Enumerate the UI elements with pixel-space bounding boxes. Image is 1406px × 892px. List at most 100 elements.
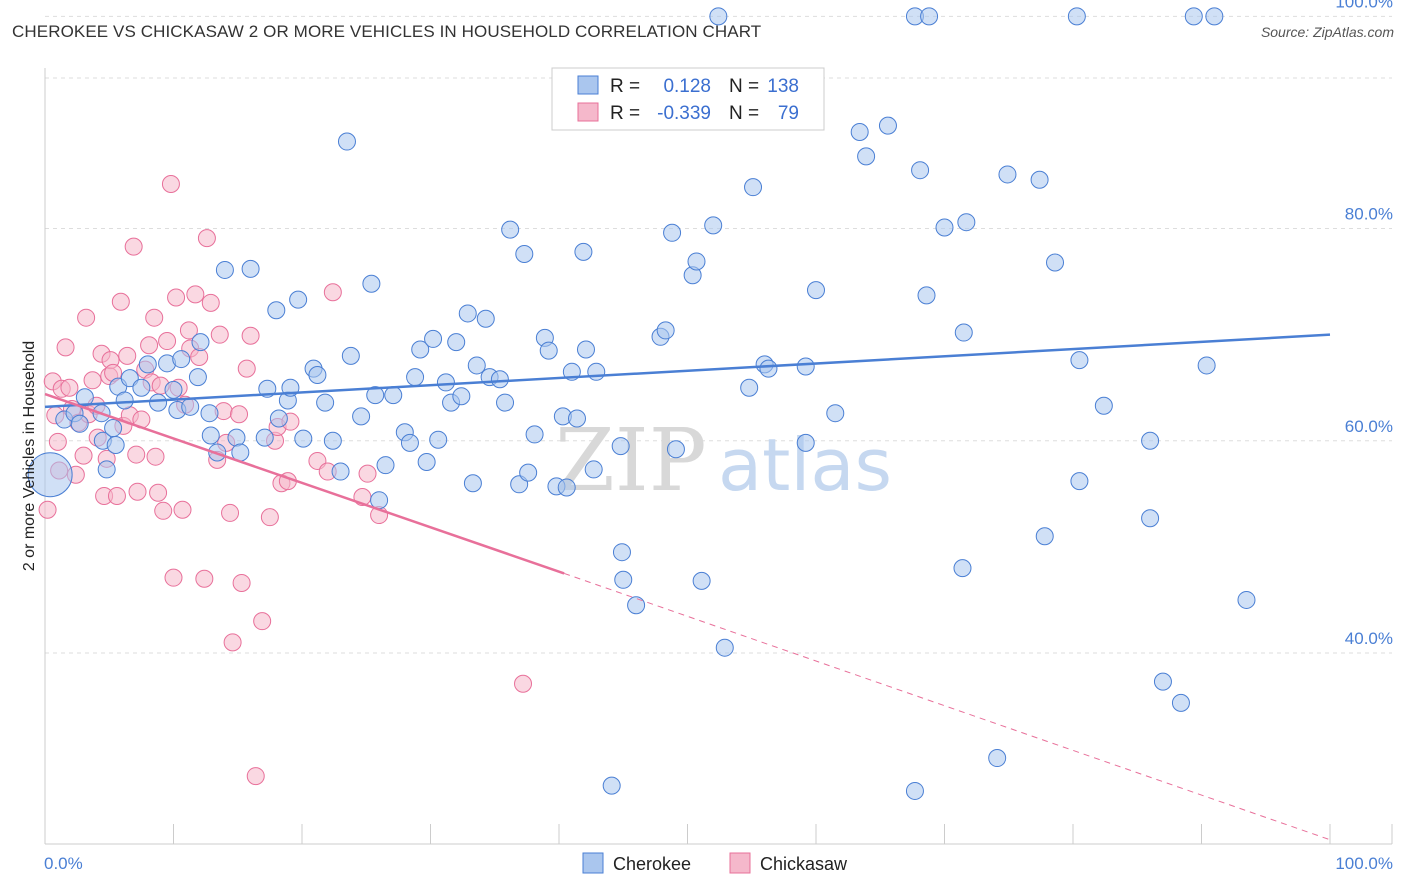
cherokee-point bbox=[458, 304, 477, 323]
cherokee-point bbox=[227, 428, 246, 447]
cherokee-point bbox=[452, 387, 471, 406]
cherokee-point bbox=[612, 543, 631, 562]
chickasaw-point bbox=[60, 378, 79, 397]
cherokee-point bbox=[988, 749, 1007, 768]
chickasaw-points bbox=[38, 174, 533, 786]
chickasaw-point bbox=[145, 308, 164, 327]
chickasaw-point bbox=[358, 464, 377, 483]
cherokee-point bbox=[1046, 253, 1065, 272]
cherokee-point bbox=[557, 478, 576, 497]
cherokee-point bbox=[255, 428, 274, 447]
cherokee-point bbox=[1030, 170, 1049, 189]
legend-swatch-cherokee bbox=[577, 75, 599, 95]
cherokee-point bbox=[576, 340, 595, 359]
chickasaw-trend-extension bbox=[563, 572, 1331, 841]
cherokee-point bbox=[1153, 672, 1172, 691]
cherokee-point bbox=[905, 781, 924, 800]
cherokee-point bbox=[796, 357, 815, 376]
cherokee-point bbox=[692, 571, 711, 590]
chickasaw-point bbox=[158, 332, 177, 351]
legend-n-value-chickasaw: 79 bbox=[778, 103, 799, 124]
cherokee-point bbox=[496, 393, 515, 412]
cherokee-point bbox=[740, 378, 759, 397]
chickasaw-point bbox=[118, 346, 137, 365]
cherokee-point bbox=[463, 474, 482, 493]
cherokee-point bbox=[954, 323, 973, 342]
cherokee-point bbox=[857, 147, 876, 166]
cherokee-point bbox=[807, 281, 825, 300]
cherokee-point bbox=[878, 116, 897, 135]
cherokee-point bbox=[138, 355, 157, 374]
cherokee-point bbox=[539, 341, 558, 360]
cherokee-point bbox=[316, 393, 335, 412]
chickasaw-point bbox=[149, 483, 168, 502]
cherokee-point bbox=[27, 452, 73, 498]
cherokee-point bbox=[1067, 7, 1086, 26]
cherokee-point bbox=[120, 369, 139, 388]
cherokee-point bbox=[200, 404, 219, 423]
cherokee-point bbox=[614, 570, 633, 589]
cherokee-point bbox=[1205, 7, 1224, 26]
chickasaw-point bbox=[111, 292, 130, 311]
chickasaw-point bbox=[127, 445, 146, 464]
cherokee-point bbox=[663, 223, 682, 242]
chickasaw-point bbox=[56, 338, 75, 357]
cherokee-point bbox=[656, 321, 675, 340]
cherokee-point bbox=[447, 333, 466, 352]
cherokee-point bbox=[201, 426, 220, 445]
chickasaw-point bbox=[197, 229, 216, 248]
chickasaw-point bbox=[164, 568, 183, 587]
y-tick-labels: 40.0% 60.0% 80.0% 100.0% bbox=[1335, 0, 1393, 648]
chickasaw-point bbox=[167, 288, 186, 307]
cherokee-point bbox=[744, 178, 763, 197]
cherokee-point bbox=[476, 309, 495, 328]
cherokee-point bbox=[627, 596, 646, 615]
chickasaw-point bbox=[323, 283, 342, 302]
cherokee-point bbox=[269, 409, 288, 428]
cherokee-point bbox=[164, 380, 183, 399]
cherokee-point bbox=[172, 350, 191, 369]
cherokee-point bbox=[181, 397, 200, 416]
cherokee-point bbox=[687, 252, 706, 271]
chickasaw-point bbox=[241, 326, 260, 345]
cherokee-point bbox=[917, 286, 936, 305]
y-tick-label: 40.0% bbox=[1345, 629, 1393, 648]
x-tick-label-min: 0.0% bbox=[44, 854, 83, 873]
cherokee-point bbox=[998, 165, 1017, 184]
cherokee-point bbox=[267, 301, 286, 320]
cherokee-point bbox=[611, 437, 630, 456]
chickasaw-point bbox=[246, 767, 265, 786]
chickasaw-point bbox=[128, 482, 147, 501]
cherokee-point bbox=[501, 220, 520, 239]
cherokee-point bbox=[215, 260, 234, 279]
cherokee-point bbox=[400, 433, 419, 452]
cherokee-point bbox=[515, 245, 534, 264]
cherokee-point bbox=[331, 462, 350, 481]
chickasaw-point bbox=[48, 432, 67, 451]
cherokee-point bbox=[289, 290, 308, 309]
chickasaw-point bbox=[210, 325, 229, 344]
cherokee-point bbox=[429, 430, 448, 449]
cherokee-point bbox=[567, 409, 586, 428]
y-tick-label: 100.0% bbox=[1335, 0, 1393, 11]
cherokee-point bbox=[850, 122, 869, 141]
bottom-legend-label-cherokee: Cherokee bbox=[613, 854, 691, 874]
cherokee-point bbox=[920, 7, 939, 26]
chickasaw-point bbox=[253, 612, 272, 631]
chickasaw-point bbox=[232, 573, 251, 592]
legend-swatch-chickasaw bbox=[577, 102, 599, 122]
chickasaw-point bbox=[124, 237, 143, 256]
bottom-legend-label-chickasaw: Chickasaw bbox=[760, 854, 848, 874]
cherokee-point bbox=[796, 433, 815, 452]
chickasaw-point bbox=[38, 500, 57, 519]
chickasaw-point bbox=[230, 405, 249, 424]
cherokee-point bbox=[666, 440, 685, 459]
cherokee-point bbox=[1197, 356, 1216, 375]
cherokee-point bbox=[704, 216, 723, 235]
cherokee-points bbox=[27, 7, 1256, 800]
cherokee-point bbox=[406, 368, 425, 387]
bottom-legend-swatch-cherokee bbox=[582, 852, 604, 874]
y-tick-label: 80.0% bbox=[1345, 205, 1393, 224]
cherokee-point bbox=[602, 776, 621, 795]
cherokee-point bbox=[337, 132, 356, 151]
